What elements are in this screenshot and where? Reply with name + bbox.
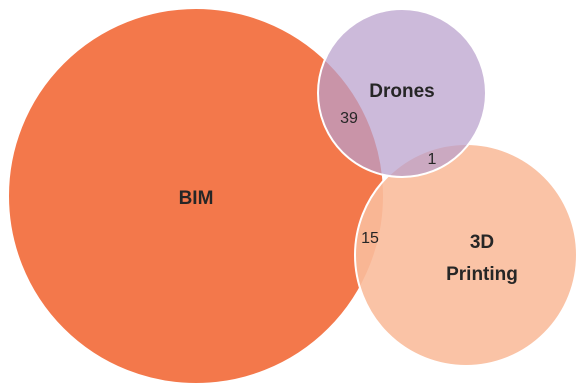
bim-label: BIM (179, 188, 214, 209)
drones-label: Drones (369, 81, 434, 102)
bim-drones-overlap-count: 39 (340, 110, 358, 127)
bim-printing-overlap-count: 15 (361, 230, 379, 247)
drones-circle (317, 8, 487, 178)
3d-printing-circle (354, 143, 577, 367)
3d-printing-label-line1: 3D (470, 232, 494, 253)
drones-printing-overlap-count: 1 (428, 151, 437, 168)
3d-printing-label-line2: Printing (446, 264, 518, 285)
